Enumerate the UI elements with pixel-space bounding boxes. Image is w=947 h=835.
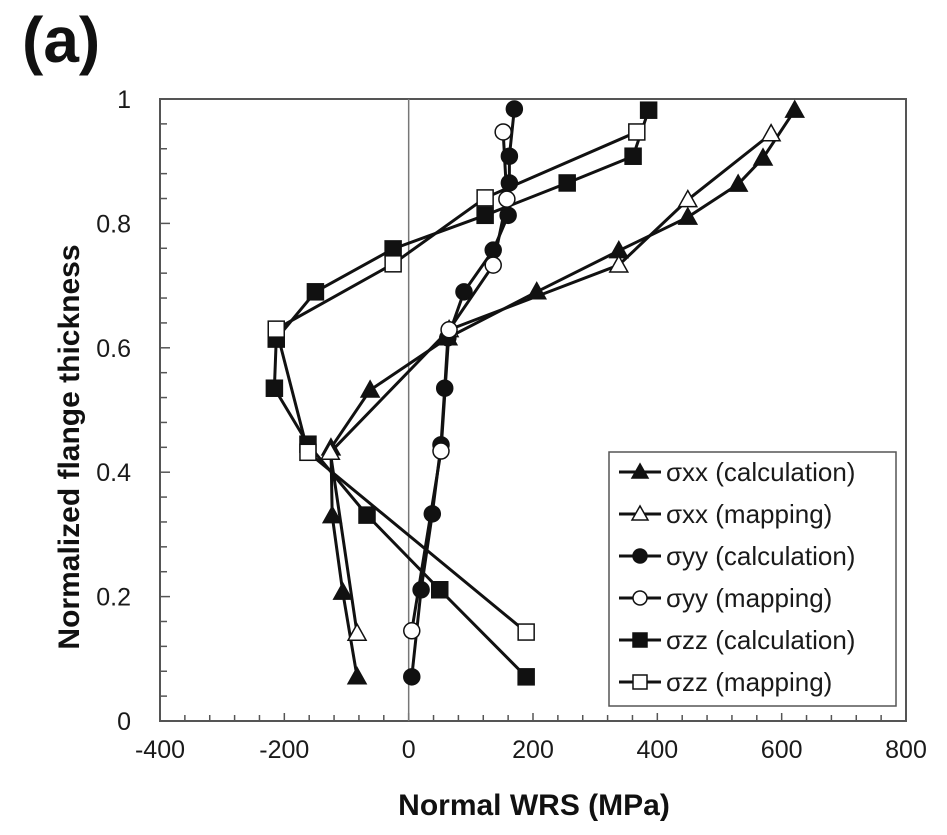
data-point [727,173,749,192]
data-point [321,505,343,524]
legend-label: σxx (mapping) [666,499,832,529]
data-point [752,147,774,166]
data-point [306,283,325,301]
markers-zz-calculation [265,101,658,686]
legend-marker-square-icon [632,674,648,690]
y-axis-title: Normalized flange thickness [53,244,86,649]
data-point [332,581,354,600]
data-point [628,123,646,141]
data-point [505,100,524,118]
data-point [639,101,658,119]
data-point [476,206,494,225]
y-tick-label: 0 [117,708,131,736]
x-tick-label: 600 [761,736,803,764]
legend-item: σxx (calculation) [619,457,855,487]
data-point [403,668,421,686]
data-point [412,581,430,599]
legend-item: σzz (mapping) [619,667,832,697]
data-point [499,206,517,225]
data-point [624,147,642,165]
data-point [760,123,782,142]
x-tick-label: -200 [259,736,309,764]
legend-label: σzz (calculation) [666,625,855,655]
x-tick-label: 800 [885,736,927,764]
legend-label: σyy (calculation) [666,541,855,571]
x-tick-label: 0 [402,736,416,764]
data-point [494,123,512,141]
data-point [526,281,548,300]
legend-marker-circle-icon [632,548,648,564]
data-point [267,320,286,338]
legend-marker-circle-icon [632,590,648,606]
series-line [272,109,651,678]
data-point [384,255,402,273]
legend-marker-triangle-icon [630,504,650,521]
markers-zz-mapping [267,123,646,641]
data-point [299,443,317,462]
legend-item: σyy (calculation) [619,541,855,571]
data-point [517,623,535,641]
data-point [320,441,341,460]
data-point [346,666,368,685]
legend-marker-triangle-icon [630,462,650,479]
y-tick-label: 1 [117,86,131,114]
data-point [265,379,284,397]
panel-label: (a) [22,4,101,76]
data-point [423,505,442,523]
legend-item: σzz (calculation) [619,625,855,655]
axes: -400 -200 0 200 400 600 800 0 0.2 0.4 0.6 0.8 1 [96,86,927,764]
data-point [608,254,630,273]
y-tick-label: 0.8 [96,210,131,238]
data-point [384,240,402,258]
legend-item: σxx (mapping) [619,499,832,529]
markers-yy-calculation [403,100,524,686]
data-point [677,189,699,208]
data-point [677,206,699,225]
data-point [440,321,458,339]
x-tick-label: 400 [636,736,678,764]
x-tick-label: 200 [512,736,554,764]
legend-item: σyy (mapping) [619,583,832,613]
series-zz-mapping [274,130,638,634]
data-point [498,190,516,208]
legend-label: σyy (mapping) [666,583,832,613]
legend-box [608,451,897,707]
data-point [358,506,376,524]
data-point [484,256,502,274]
legend-label: σxx (calculation) [666,457,855,487]
data-point [476,189,494,207]
data-point [435,379,454,397]
series-layer [265,99,806,686]
data-point [500,147,519,165]
y-tick-label: 0.4 [96,459,131,487]
data-point [346,622,368,641]
data-point [784,99,806,118]
data-point [455,283,473,301]
y-tick-label: 0.6 [96,335,131,363]
data-point [403,622,421,640]
data-point [431,581,449,599]
x-tick-label: -400 [135,736,185,764]
legend-label: σzz (mapping) [666,667,832,697]
y-tick-label: 0.2 [96,584,131,612]
data-point [558,174,576,192]
legend-marker-square-icon [632,632,648,648]
data-point [500,174,519,192]
data-point [432,442,450,460]
legend: σxx (calculation) σxx (mapping) σyy (calcu… [608,451,897,707]
series-zz-calculation [272,109,651,678]
x-axis-title: Normal WRS (MPa) [398,789,670,822]
markers-yy-mapping [403,123,516,640]
data-point [517,668,535,686]
data-point [359,379,381,398]
data-point [484,241,502,259]
series-line [274,130,638,634]
